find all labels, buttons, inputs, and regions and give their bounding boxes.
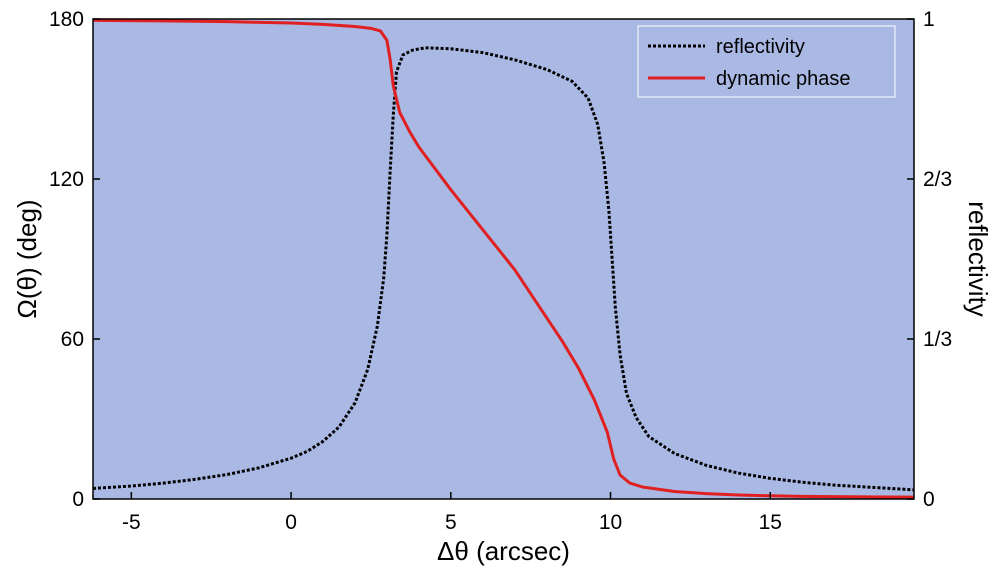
y2-axis-title: reflectivity (963, 201, 993, 317)
x-tick-label: 10 (599, 511, 622, 534)
y-tick-label: 180 (49, 8, 84, 31)
x-tick-label: 0 (285, 511, 297, 534)
legend: reflectivity dynamic phase (638, 26, 895, 97)
y2-tick-label: 2/3 (923, 168, 952, 191)
x-tick-label: 5 (445, 511, 457, 534)
y-tick-label: 0 (72, 488, 84, 511)
x-axis-title: Δθ (arcsec) (437, 536, 570, 566)
y-axis-title: Ω(θ) (deg) (12, 199, 42, 318)
y2-tick-label: 0 (923, 488, 935, 511)
legend-label-dynamic-phase: dynamic phase (716, 68, 851, 90)
y2-tick-label: 1 (923, 8, 935, 31)
x-tick-label: -5 (122, 511, 141, 534)
y-tick-label: 60 (61, 328, 84, 351)
legend-label-reflectivity: reflectivity (716, 36, 805, 58)
x-tick-label: 15 (759, 511, 782, 534)
y-tick-label: 120 (49, 168, 84, 191)
y2-tick-label: 1/3 (923, 328, 952, 351)
